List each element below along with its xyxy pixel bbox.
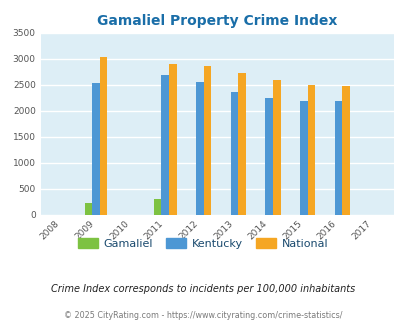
Bar <box>341 86 349 214</box>
Bar <box>168 64 176 214</box>
Text: Crime Index corresponds to incidents per 100,000 inhabitants: Crime Index corresponds to incidents per… <box>51 284 354 294</box>
Bar <box>272 80 280 214</box>
Bar <box>299 101 307 214</box>
Bar <box>196 82 203 214</box>
Bar <box>238 74 245 215</box>
Bar <box>100 57 107 214</box>
Text: © 2025 CityRating.com - https://www.cityrating.com/crime-statistics/: © 2025 CityRating.com - https://www.city… <box>64 312 341 320</box>
Bar <box>334 101 341 214</box>
Bar <box>230 92 238 214</box>
Title: Gamaliel Property Crime Index: Gamaliel Property Crime Index <box>97 14 337 28</box>
Legend: Gamaliel, Kentucky, National: Gamaliel, Kentucky, National <box>73 234 332 253</box>
Bar <box>84 203 92 214</box>
Bar <box>153 199 161 214</box>
Bar <box>92 83 100 214</box>
Bar <box>307 85 314 214</box>
Bar <box>161 75 168 214</box>
Bar <box>203 66 211 214</box>
Bar <box>265 98 272 214</box>
